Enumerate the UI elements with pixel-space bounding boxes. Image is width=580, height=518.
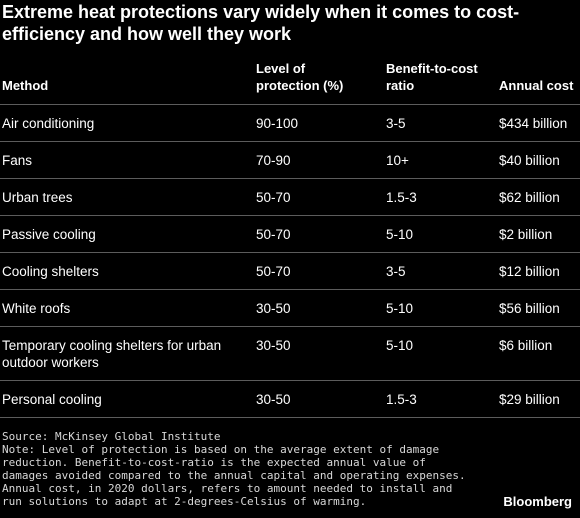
- ratio-cell: 5-10: [386, 338, 414, 353]
- row-divider: [0, 252, 580, 253]
- header-annual-cost: Annual cost: [499, 78, 574, 93]
- method-cell: Personal cooling: [2, 392, 102, 407]
- annual-cost-cell: $62 billion: [499, 190, 560, 205]
- annual-cost-cell: $434 billion: [499, 116, 568, 131]
- ratio-cell: 3-5: [386, 116, 406, 131]
- row-divider: [0, 178, 580, 179]
- annual-cost-cell: $12 billion: [499, 264, 560, 279]
- protection-cell: 30-50: [256, 338, 291, 353]
- protection-cell: 50-70: [256, 264, 291, 279]
- ratio-cell: 1.5-3: [386, 392, 417, 407]
- row-divider: [0, 289, 580, 290]
- annual-cost-cell: $29 billion: [499, 392, 560, 407]
- method-cell: Fans: [2, 153, 33, 168]
- method-cell: Passive cooling: [2, 227, 96, 242]
- row-divider: [0, 141, 580, 142]
- methodology-note: Note: Level of protection is based on th…: [2, 443, 466, 508]
- row-divider: [0, 326, 580, 327]
- row-divider: [0, 380, 580, 381]
- header-method: Method: [2, 78, 49, 93]
- method-cell: Air conditioning: [2, 116, 95, 131]
- protection-cell: 30-50: [256, 301, 291, 316]
- footer: Source: McKinsey Global Institute Note: …: [2, 430, 472, 508]
- annual-cost-cell: $6 billion: [499, 338, 553, 353]
- method-cell: White roofs: [2, 301, 71, 316]
- ratio-cell: 3-5: [386, 264, 406, 279]
- annual-cost-cell: $40 billion: [499, 153, 560, 168]
- protection-cell: 50-70: [256, 190, 291, 205]
- method-cell: Cooling shelters: [2, 264, 99, 279]
- method-cell: Urban trees: [2, 190, 73, 205]
- ratio-cell: 5-10: [386, 227, 414, 242]
- protection-cell: 90-100: [256, 116, 299, 131]
- chart-title: Extreme heat protections vary widely whe…: [2, 2, 520, 44]
- source-note: Source: McKinsey Global Institute: [2, 430, 221, 443]
- protection-cell: 70-90: [256, 153, 291, 168]
- annual-cost-cell: $56 billion: [499, 301, 560, 316]
- header-ratio: Benefit-to-cost ratio: [386, 61, 478, 93]
- ratio-cell: 5-10: [386, 301, 414, 316]
- annual-cost-cell: $2 billion: [499, 227, 553, 242]
- ratio-cell: 10+: [386, 153, 409, 168]
- protection-cell: 50-70: [256, 227, 291, 242]
- row-divider: [0, 215, 580, 216]
- table-header: Method Level of protection (%) Benefit-t…: [0, 58, 580, 104]
- header-divider: [0, 104, 580, 105]
- protection-cell: 30-50: [256, 392, 291, 407]
- ratio-cell: 1.5-3: [386, 190, 417, 205]
- bloomberg-logo: Bloomberg: [503, 494, 572, 509]
- method-cell: Temporary cooling shelters for urban out…: [2, 338, 222, 370]
- row-divider: [0, 417, 580, 418]
- header-protection: Level of protection (%): [256, 61, 344, 93]
